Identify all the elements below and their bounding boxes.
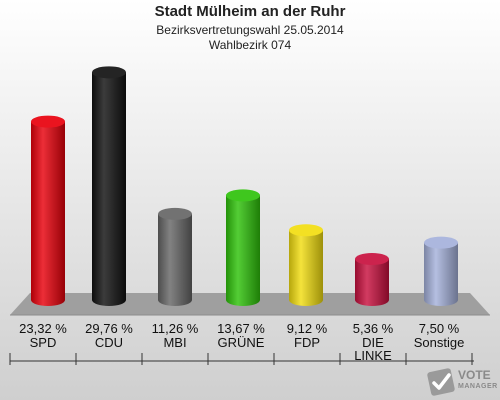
bar-body	[289, 230, 323, 306]
logo-wordmark-top: VOTE	[458, 368, 491, 382]
bar-body	[158, 213, 192, 306]
bar-spd	[31, 115, 65, 307]
value-label: 9,12 %	[286, 321, 328, 336]
vote-manager-logo-icon	[427, 368, 455, 396]
bar-body	[424, 242, 458, 306]
bar-top	[424, 236, 458, 249]
value-label: 5,36 %	[352, 321, 394, 336]
bar-top	[31, 115, 65, 128]
category-label-line: CDU	[94, 335, 124, 350]
chart-district: Wahlbezirk 074	[208, 38, 292, 52]
category-label-line: SPD	[29, 335, 57, 350]
chart-subtitle: Bezirksvertretungswahl 25.05.2014	[156, 23, 344, 37]
bar-top	[92, 66, 126, 79]
category-label-line: GRÜNE	[217, 335, 265, 350]
bar-sonstige	[424, 236, 458, 306]
category-label: MBI	[142, 336, 208, 349]
category-label: DIE LINKE	[340, 336, 406, 362]
bar-top	[226, 189, 260, 202]
category-label: Sonstige	[406, 336, 472, 349]
bar-fdp	[289, 224, 323, 306]
logo-wordmark-bottom: MANAGER	[458, 383, 498, 390]
bar-cdu	[92, 66, 126, 306]
bar-body	[31, 121, 65, 307]
bar-grüne	[226, 189, 260, 306]
value-label: 23,32 %	[19, 321, 67, 336]
category-label: CDU	[76, 336, 142, 349]
bar-die-linke	[355, 252, 389, 306]
value-label: 13,67 %	[217, 321, 265, 336]
bar-body	[355, 258, 389, 306]
category-label: GRÜNE	[208, 336, 274, 349]
category-label-line: MBI	[163, 335, 187, 350]
bar-top	[289, 224, 323, 237]
bar-top	[355, 252, 389, 265]
value-label: 7,50 %	[418, 321, 460, 336]
category-label-line: LINKE	[354, 348, 392, 363]
category-axis	[9, 353, 474, 365]
chart-title: Stadt Mülheim an der Ruhr	[154, 3, 346, 20]
category-label-line: DIE	[362, 335, 384, 350]
value-label: 29,76 %	[85, 321, 133, 336]
category-label-line: Sonstige	[413, 335, 465, 350]
category-label: FDP	[274, 336, 340, 349]
value-label: 11,26 %	[151, 321, 199, 336]
bar-top	[158, 207, 192, 220]
category-label: SPD	[10, 336, 76, 349]
bar-body	[92, 72, 126, 306]
bar-mbi	[158, 207, 192, 306]
category-label-line: FDP	[294, 335, 320, 350]
bar-body	[226, 195, 260, 306]
